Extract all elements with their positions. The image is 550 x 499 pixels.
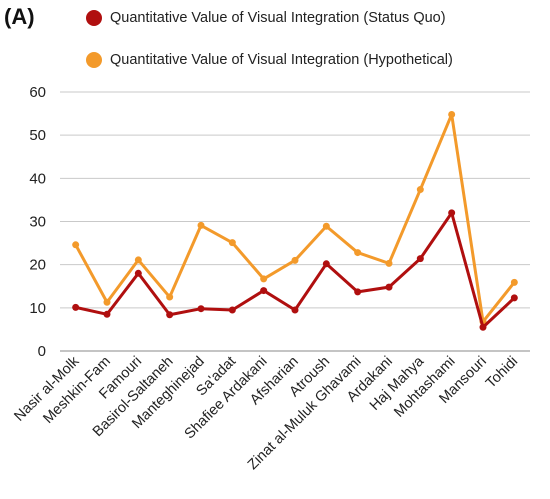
data-point bbox=[228, 306, 236, 314]
y-tick-label: 40 bbox=[29, 170, 46, 187]
data-point bbox=[260, 287, 268, 295]
data-point bbox=[416, 186, 424, 194]
data-point bbox=[448, 110, 456, 118]
y-tick-label: 50 bbox=[29, 127, 46, 144]
data-point bbox=[510, 278, 518, 286]
x-tick-label: Tohidi bbox=[483, 354, 521, 392]
legend-marker-hypothetical bbox=[86, 52, 102, 68]
data-point bbox=[228, 239, 236, 247]
data-point bbox=[416, 255, 424, 263]
data-point bbox=[134, 269, 142, 277]
y-tick-label: 30 bbox=[29, 214, 46, 231]
data-point bbox=[166, 293, 174, 301]
legend-label-hypothetical: Quantitative Value of Visual Integration… bbox=[110, 52, 453, 68]
legend-item-status-quo: Quantitative Value of Visual Integration… bbox=[86, 10, 446, 26]
panel-label: (A) bbox=[4, 4, 35, 29]
y-tick-label: 60 bbox=[29, 84, 46, 101]
data-point bbox=[448, 209, 456, 217]
data-point bbox=[197, 221, 205, 229]
data-point bbox=[197, 305, 205, 313]
data-point bbox=[166, 311, 174, 319]
y-tick-label: 20 bbox=[29, 257, 46, 274]
y-tick-label: 0 bbox=[38, 343, 46, 360]
legend-label-status-quo: Quantitative Value of Visual Integration… bbox=[110, 10, 446, 26]
data-point bbox=[385, 259, 393, 267]
data-point bbox=[72, 303, 80, 311]
data-point bbox=[260, 275, 268, 283]
data-point bbox=[72, 241, 80, 249]
data-point bbox=[291, 256, 299, 264]
data-point bbox=[354, 249, 362, 257]
legend-marker-status-quo bbox=[86, 10, 102, 26]
data-point bbox=[103, 310, 111, 318]
y-tick-label: 10 bbox=[29, 300, 46, 317]
data-point bbox=[322, 260, 330, 268]
data-point bbox=[322, 222, 330, 230]
data-point bbox=[291, 306, 299, 314]
data-point bbox=[510, 294, 518, 302]
data-point bbox=[134, 256, 142, 264]
data-point bbox=[385, 283, 393, 291]
legend-item-hypothetical: Quantitative Value of Visual Integration… bbox=[86, 52, 453, 68]
data-point bbox=[103, 298, 111, 306]
data-point bbox=[354, 288, 362, 296]
data-point bbox=[479, 323, 487, 331]
